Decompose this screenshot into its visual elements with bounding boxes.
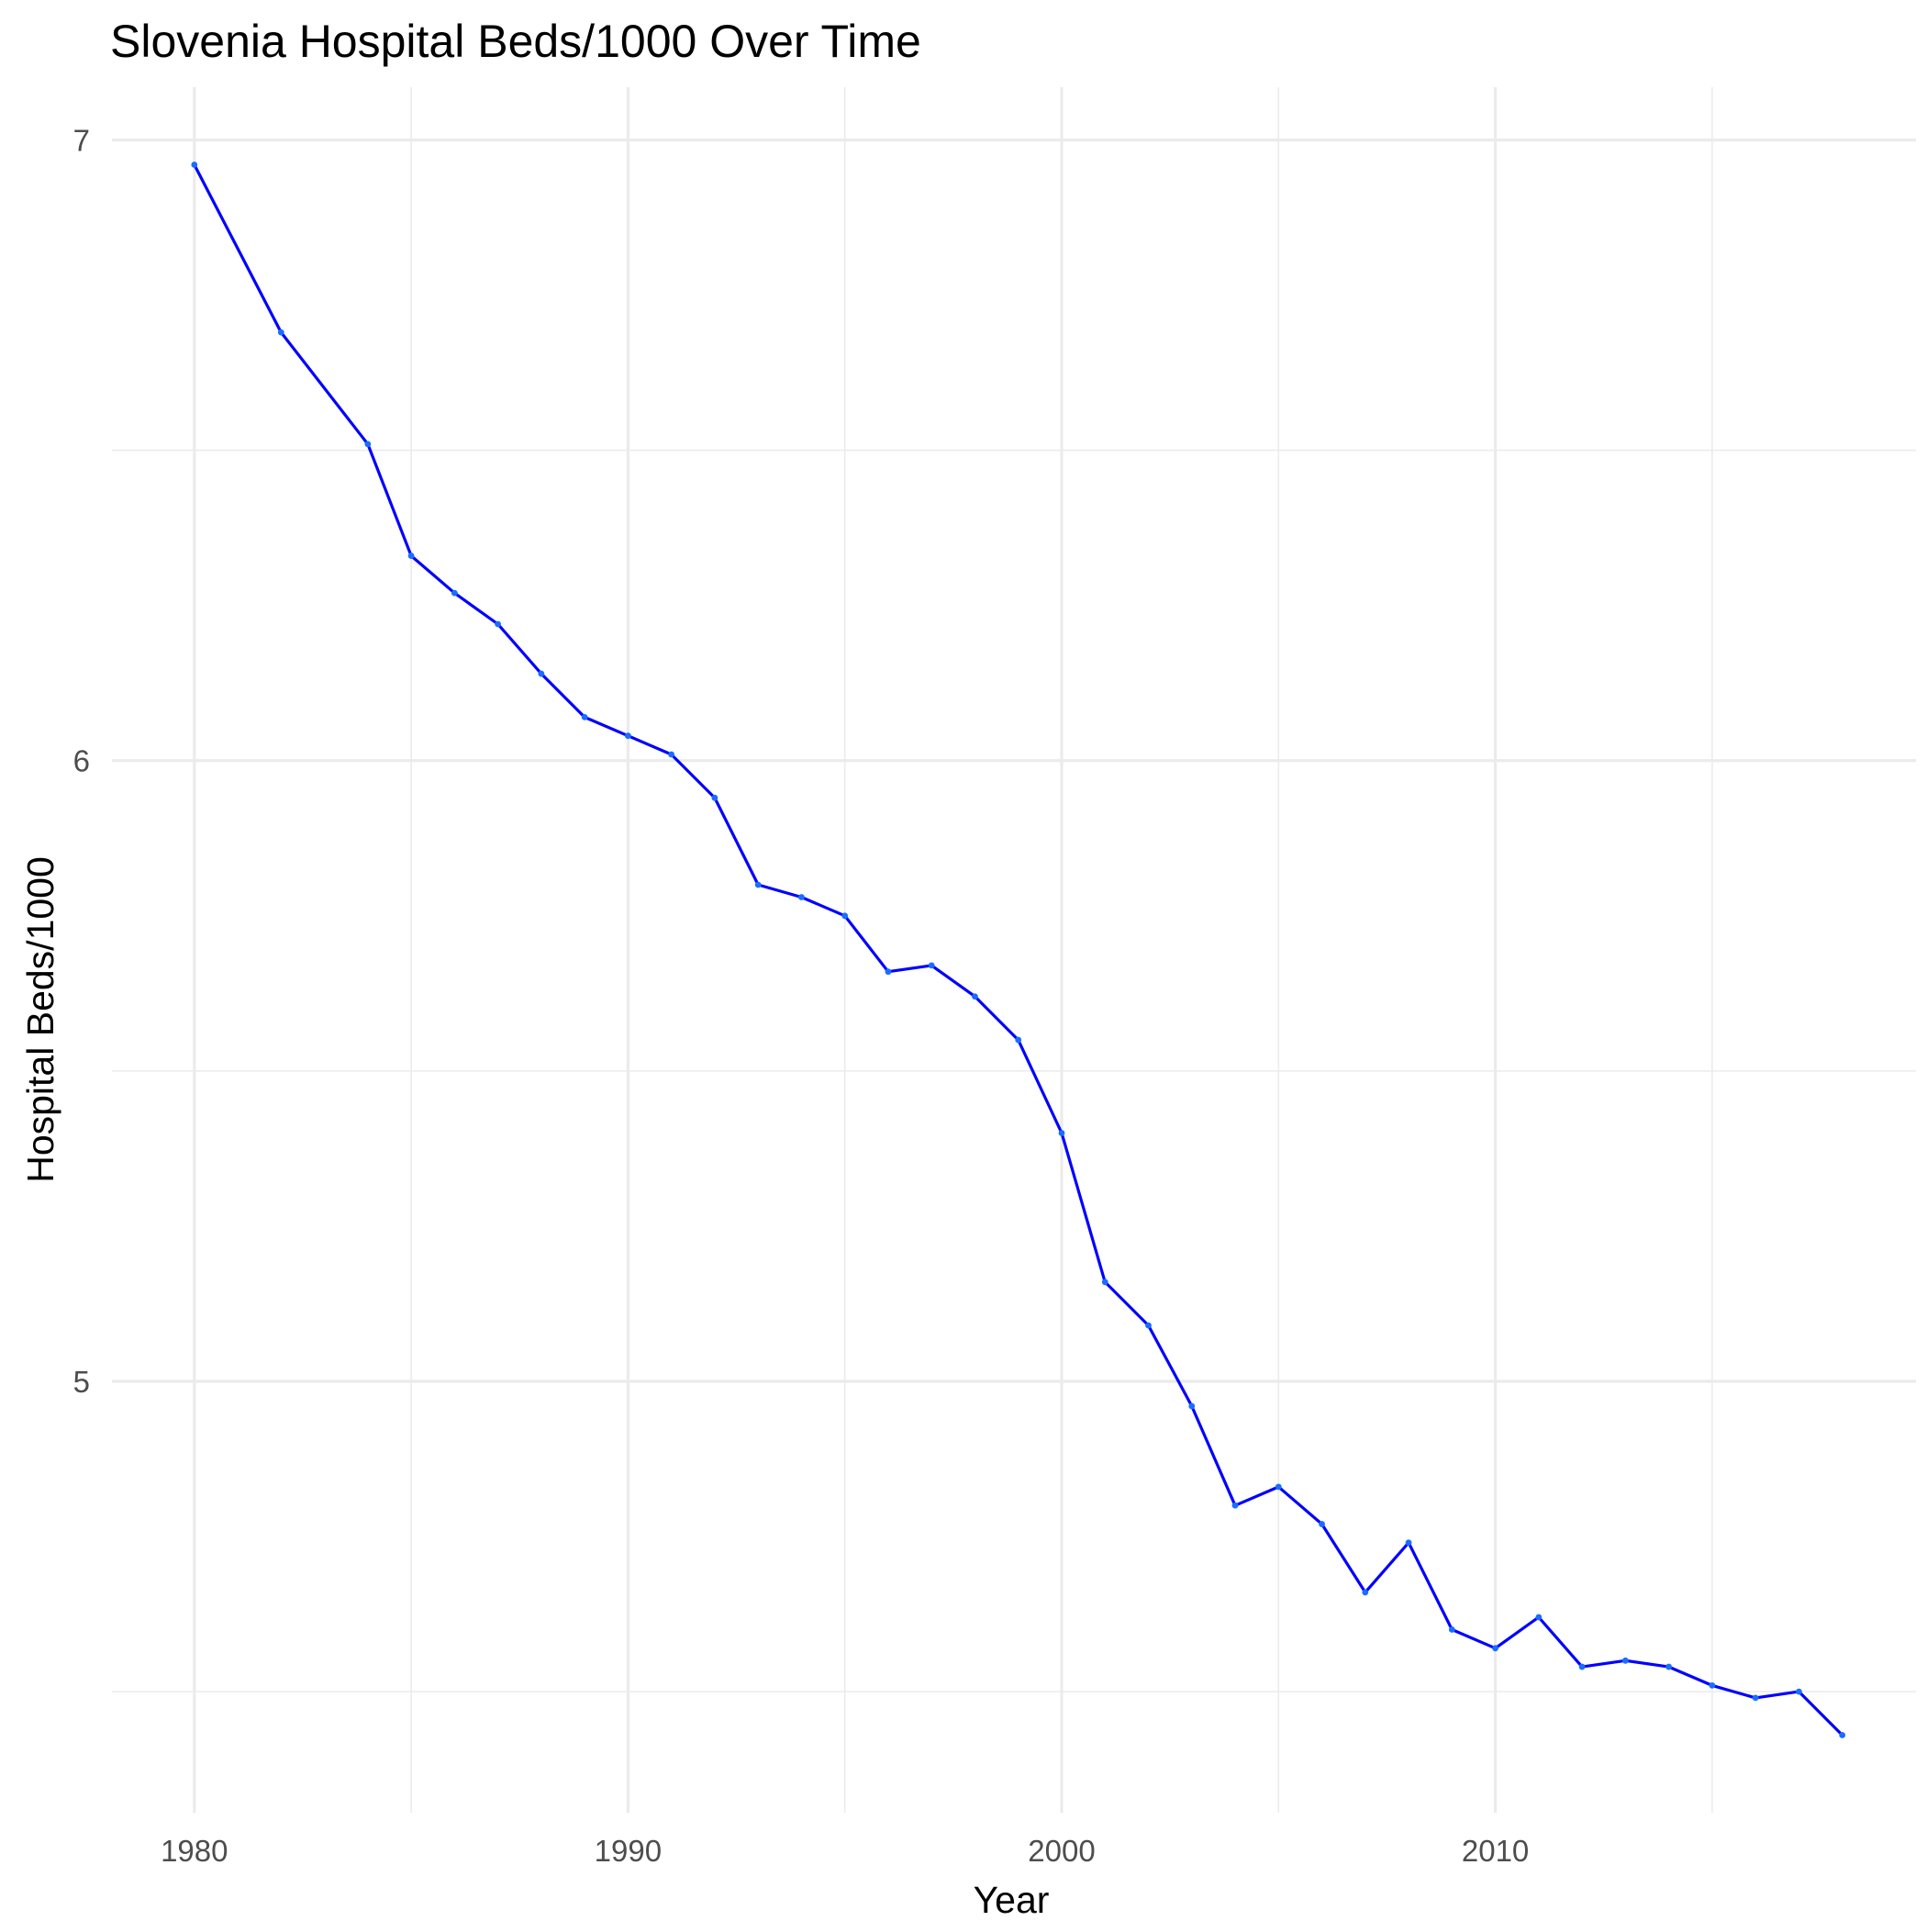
data-point-2002 [1145,1322,1152,1329]
data-point-2003 [1188,1402,1196,1410]
data-point-1993 [754,881,762,888]
data-point-2004 [1231,1502,1239,1509]
data-point-1999 [1015,1036,1022,1044]
data-point-2006 [1319,1521,1325,1527]
data-point-2008 [1405,1539,1412,1547]
data-point-1997 [928,962,935,969]
data-point-1984 [364,441,372,448]
tick-labels: 1980 1990 2000 2010 5 6 7 [73,123,1530,1868]
series-line [193,163,1843,1737]
chart-title: Slovenia Hospital Beds/1000 Over Time [110,16,921,67]
data-point-1998 [972,993,978,1000]
x-axis-title: Year [974,1879,1050,1921]
data-point-1989 [581,714,588,720]
data-point-1986 [451,589,458,597]
data-point-1994 [798,894,805,900]
data-point-1987 [495,620,502,628]
y-tick-label-7: 7 [73,123,90,157]
data-point-1990 [624,732,631,740]
data-point-2013 [1621,1657,1629,1664]
data-point-1991 [668,751,675,758]
data-point-2005 [1275,1483,1282,1491]
x-tick-label-2010: 2010 [1462,1834,1529,1868]
series-layer [191,162,1846,1738]
data-point-1995 [841,912,849,920]
data-point-2015 [1709,1681,1716,1689]
data-point-1980 [191,162,198,168]
data-point-1982 [277,329,284,336]
data-point-2009 [1448,1626,1455,1633]
x-tick-label-2000: 2000 [1028,1834,1095,1868]
data-point-2014 [1665,1663,1673,1670]
grid [112,87,1916,1813]
data-point-2007 [1362,1589,1369,1596]
y-tick-label-5: 5 [73,1365,90,1399]
data-point-2001 [1101,1279,1108,1286]
x-tick-label-1990: 1990 [595,1834,662,1868]
data-point-1996 [885,968,892,976]
y-axis-title: Hospital Beds/1000 [19,856,61,1183]
x-tick-label-1980: 1980 [161,1834,228,1868]
data-point-1988 [538,670,545,677]
data-point-2011 [1535,1614,1543,1621]
y-tick-label-6: 6 [73,744,90,778]
data-point-2016 [1752,1694,1759,1702]
data-point-2000 [1058,1130,1065,1136]
data-point-1992 [711,794,718,801]
data-point-1985 [407,553,415,559]
data-point-2010 [1492,1645,1498,1652]
data-point-2017 [1795,1688,1802,1695]
data-point-2012 [1578,1663,1586,1670]
data-point-2018 [1839,1732,1846,1738]
